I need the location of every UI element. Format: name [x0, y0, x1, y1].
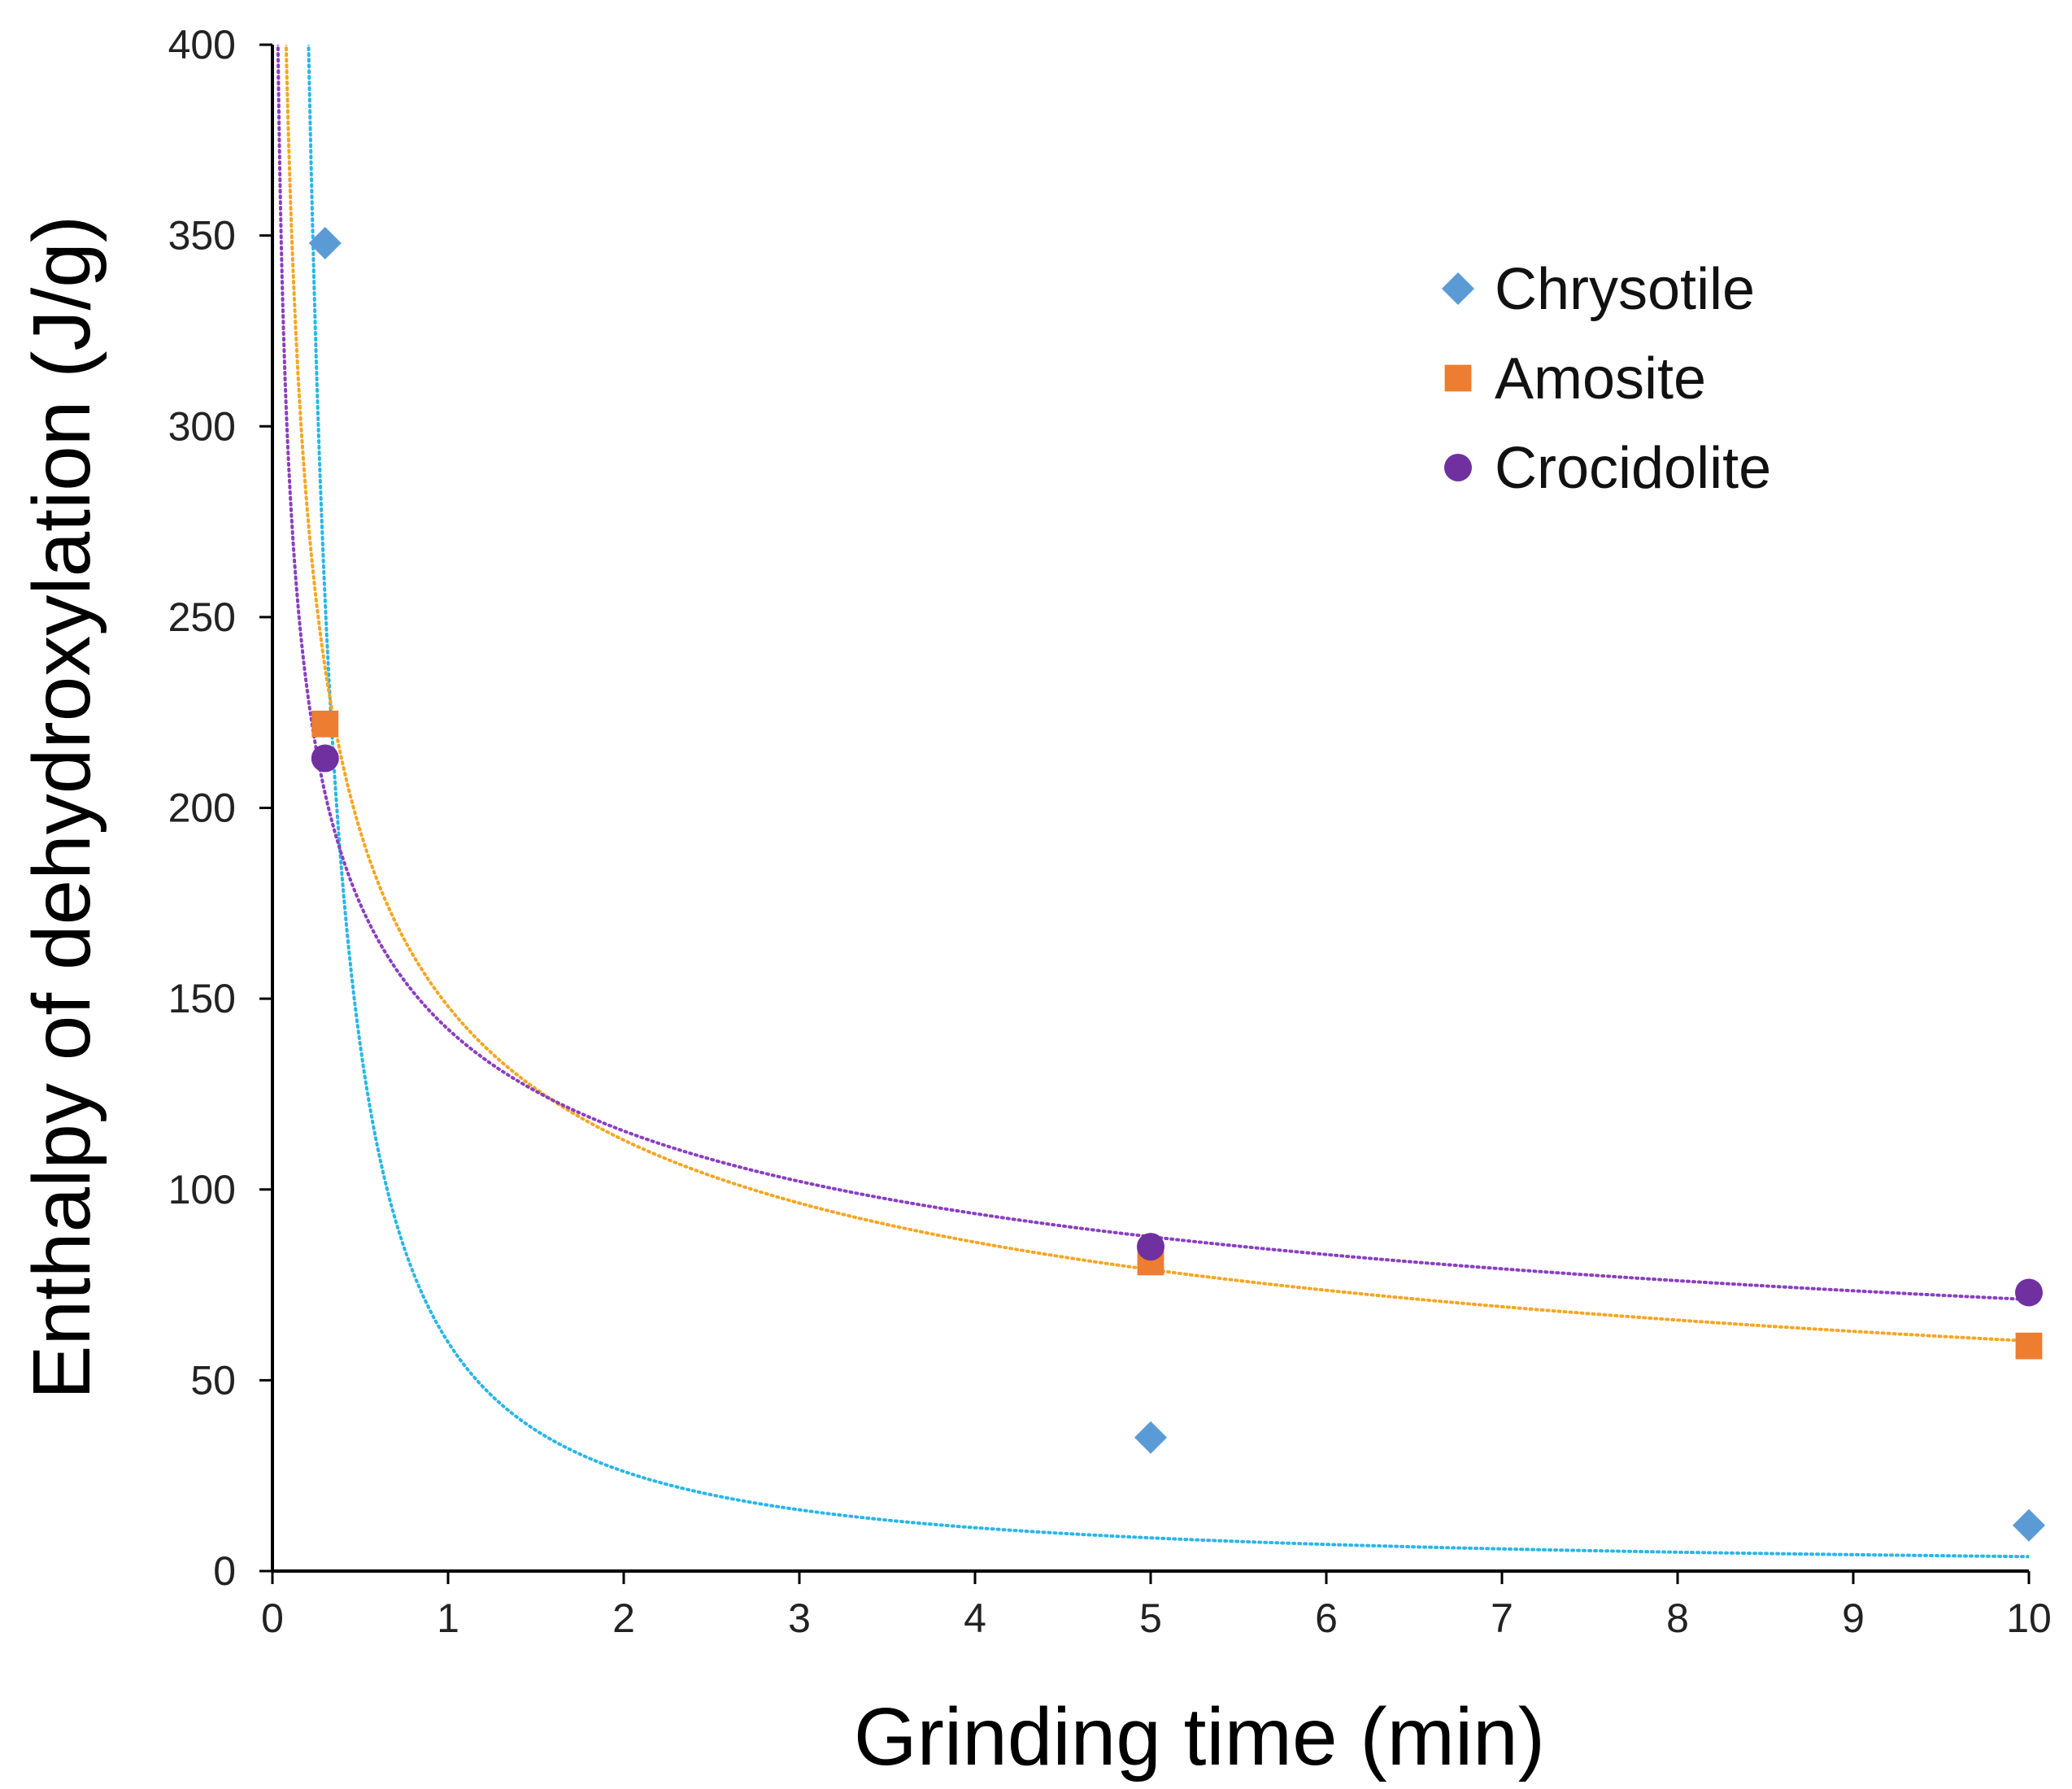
legend-label-amosite: Amosite — [1495, 346, 1706, 411]
data-point-amosite — [2015, 1332, 2043, 1360]
y-ticks: 0 50 100 150 200 250 300 350 400 — [168, 22, 272, 1594]
legend-marker-chrysotile — [1442, 272, 1474, 305]
y-tick-label: 350 — [168, 213, 236, 259]
data-point-crocidolite — [311, 744, 339, 773]
legend-label-crocidolite: Crocidolite — [1495, 436, 1771, 501]
x-tick-label: 10 — [2006, 1595, 2052, 1641]
y-tick-label: 100 — [168, 1167, 236, 1212]
legend-marker-crocidolite — [1444, 454, 1472, 481]
x-tick-label: 5 — [1139, 1595, 1162, 1641]
x-axis-title: Grinding time (min) — [854, 1691, 1545, 1782]
trendline-amosite — [284, 45, 2029, 1343]
y-tick-label: 0 — [213, 1548, 236, 1594]
data-point-chrysotile — [2013, 1508, 2045, 1542]
data-point-chrysotile — [308, 227, 342, 260]
x-tick-label: 2 — [612, 1595, 635, 1641]
x-tick-label: 9 — [1842, 1595, 1865, 1641]
x-tick-label: 6 — [1315, 1595, 1338, 1641]
x-tick-label: 0 — [261, 1595, 284, 1641]
y-tick-label: 200 — [168, 786, 236, 831]
y-tick-label: 150 — [168, 976, 236, 1021]
x-tick-label: 8 — [1666, 1595, 1689, 1641]
x-ticks: 0 1 2 3 4 5 6 7 8 9 10 — [261, 1571, 2052, 1641]
trendlines — [276, 45, 2029, 1559]
y-axis-title: Enthalpy of dehydroxylation (J/g) — [16, 215, 107, 1399]
trendline-chrysotile — [307, 45, 2029, 1559]
data-point-chrysotile — [1134, 1421, 1167, 1454]
y-tick-label: 300 — [168, 403, 236, 449]
data-point-amosite — [311, 710, 339, 738]
y-tick-label: 50 — [190, 1357, 236, 1403]
y-tick-label: 250 — [168, 594, 236, 640]
x-tick-label: 4 — [964, 1595, 986, 1641]
data-point-crocidolite — [2015, 1278, 2043, 1307]
x-tick-label: 1 — [437, 1595, 459, 1641]
legend-label-chrysotile: Chrysotile — [1495, 257, 1755, 322]
legend: Chrysotile Amosite Crocidolite — [1442, 257, 1771, 501]
axes — [271, 45, 2029, 1573]
data-point-crocidolite — [1137, 1233, 1164, 1261]
x-tick-label: 3 — [788, 1595, 811, 1641]
y-tick-label: 400 — [168, 22, 236, 67]
data-markers — [308, 227, 2045, 1542]
legend-marker-amosite — [1444, 364, 1472, 392]
x-tick-label: 7 — [1491, 1595, 1513, 1641]
trendline-crocidolite — [276, 45, 2029, 1302]
